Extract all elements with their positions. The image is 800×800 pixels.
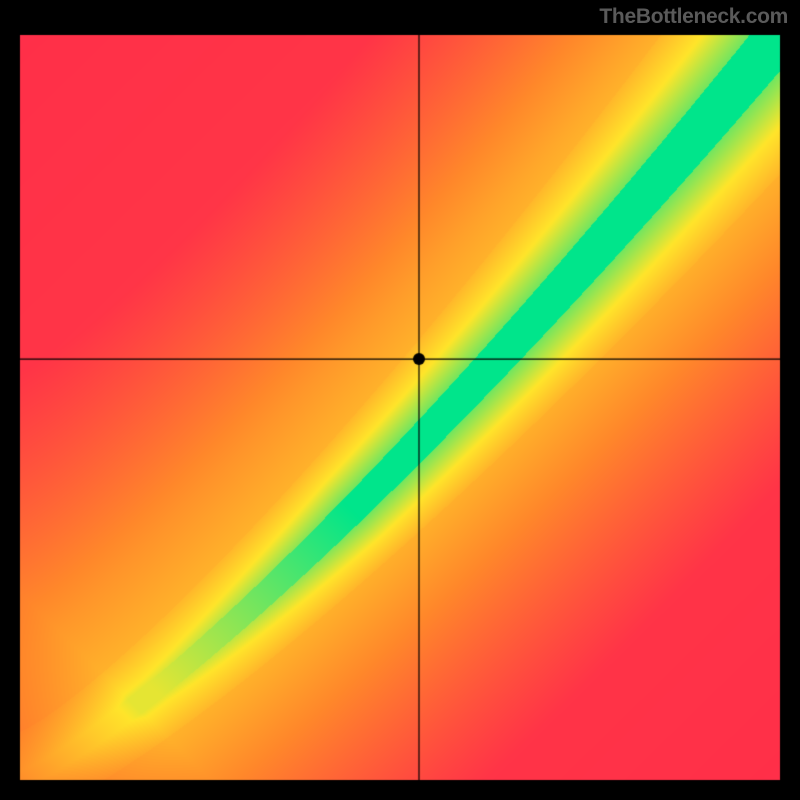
chart-container: TheBottleneck.com [0,0,800,800]
bottleneck-heatmap [0,0,800,800]
watermark-text: TheBottleneck.com [599,5,788,29]
